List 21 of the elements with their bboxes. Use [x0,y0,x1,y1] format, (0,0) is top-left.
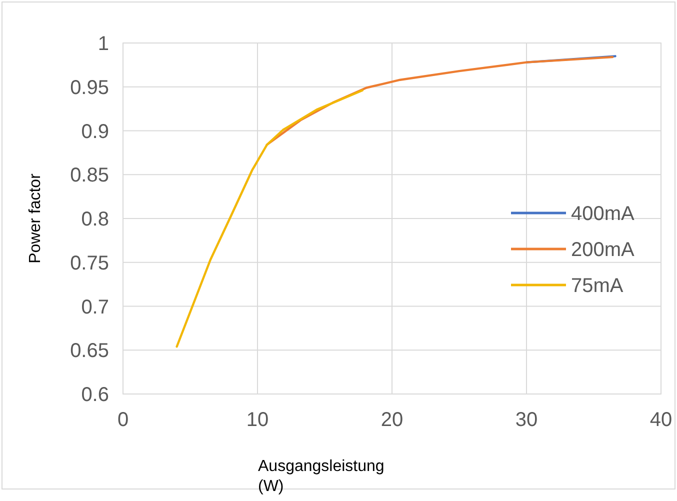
x-axis-title: Ausgangsleistung (W) [258,458,384,495]
y-tick-label: 0.8 [81,208,109,230]
x-tick-label: 10 [246,409,269,431]
x-tick-label: 30 [515,409,538,431]
legend-label: 400mA [571,203,636,225]
y-axis-title: Power factor [27,172,44,264]
line-series [266,56,614,146]
y-tick-label: 0.6 [81,384,109,406]
legend-label: 75mA [571,275,624,297]
y-tick-label: 0.85 [70,164,109,187]
y-tick-label: 0.75 [70,252,109,274]
y-tick-label: 0.7 [81,296,109,318]
x-tick-label: 40 [650,409,672,431]
y-tick-label: 0.95 [70,76,109,99]
y-tick-label: 1 [98,33,109,55]
line-series [176,89,364,348]
y-tick-label: 0.65 [70,340,109,362]
x-tick-label: 20 [380,409,404,431]
legend-label: 200mA [571,239,636,261]
y-tick-label: 0.9 [81,120,109,143]
x-tick-label: 0 [117,409,129,431]
